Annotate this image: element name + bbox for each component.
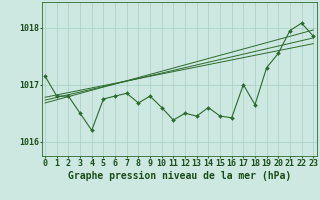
X-axis label: Graphe pression niveau de la mer (hPa): Graphe pression niveau de la mer (hPa) (68, 171, 291, 181)
